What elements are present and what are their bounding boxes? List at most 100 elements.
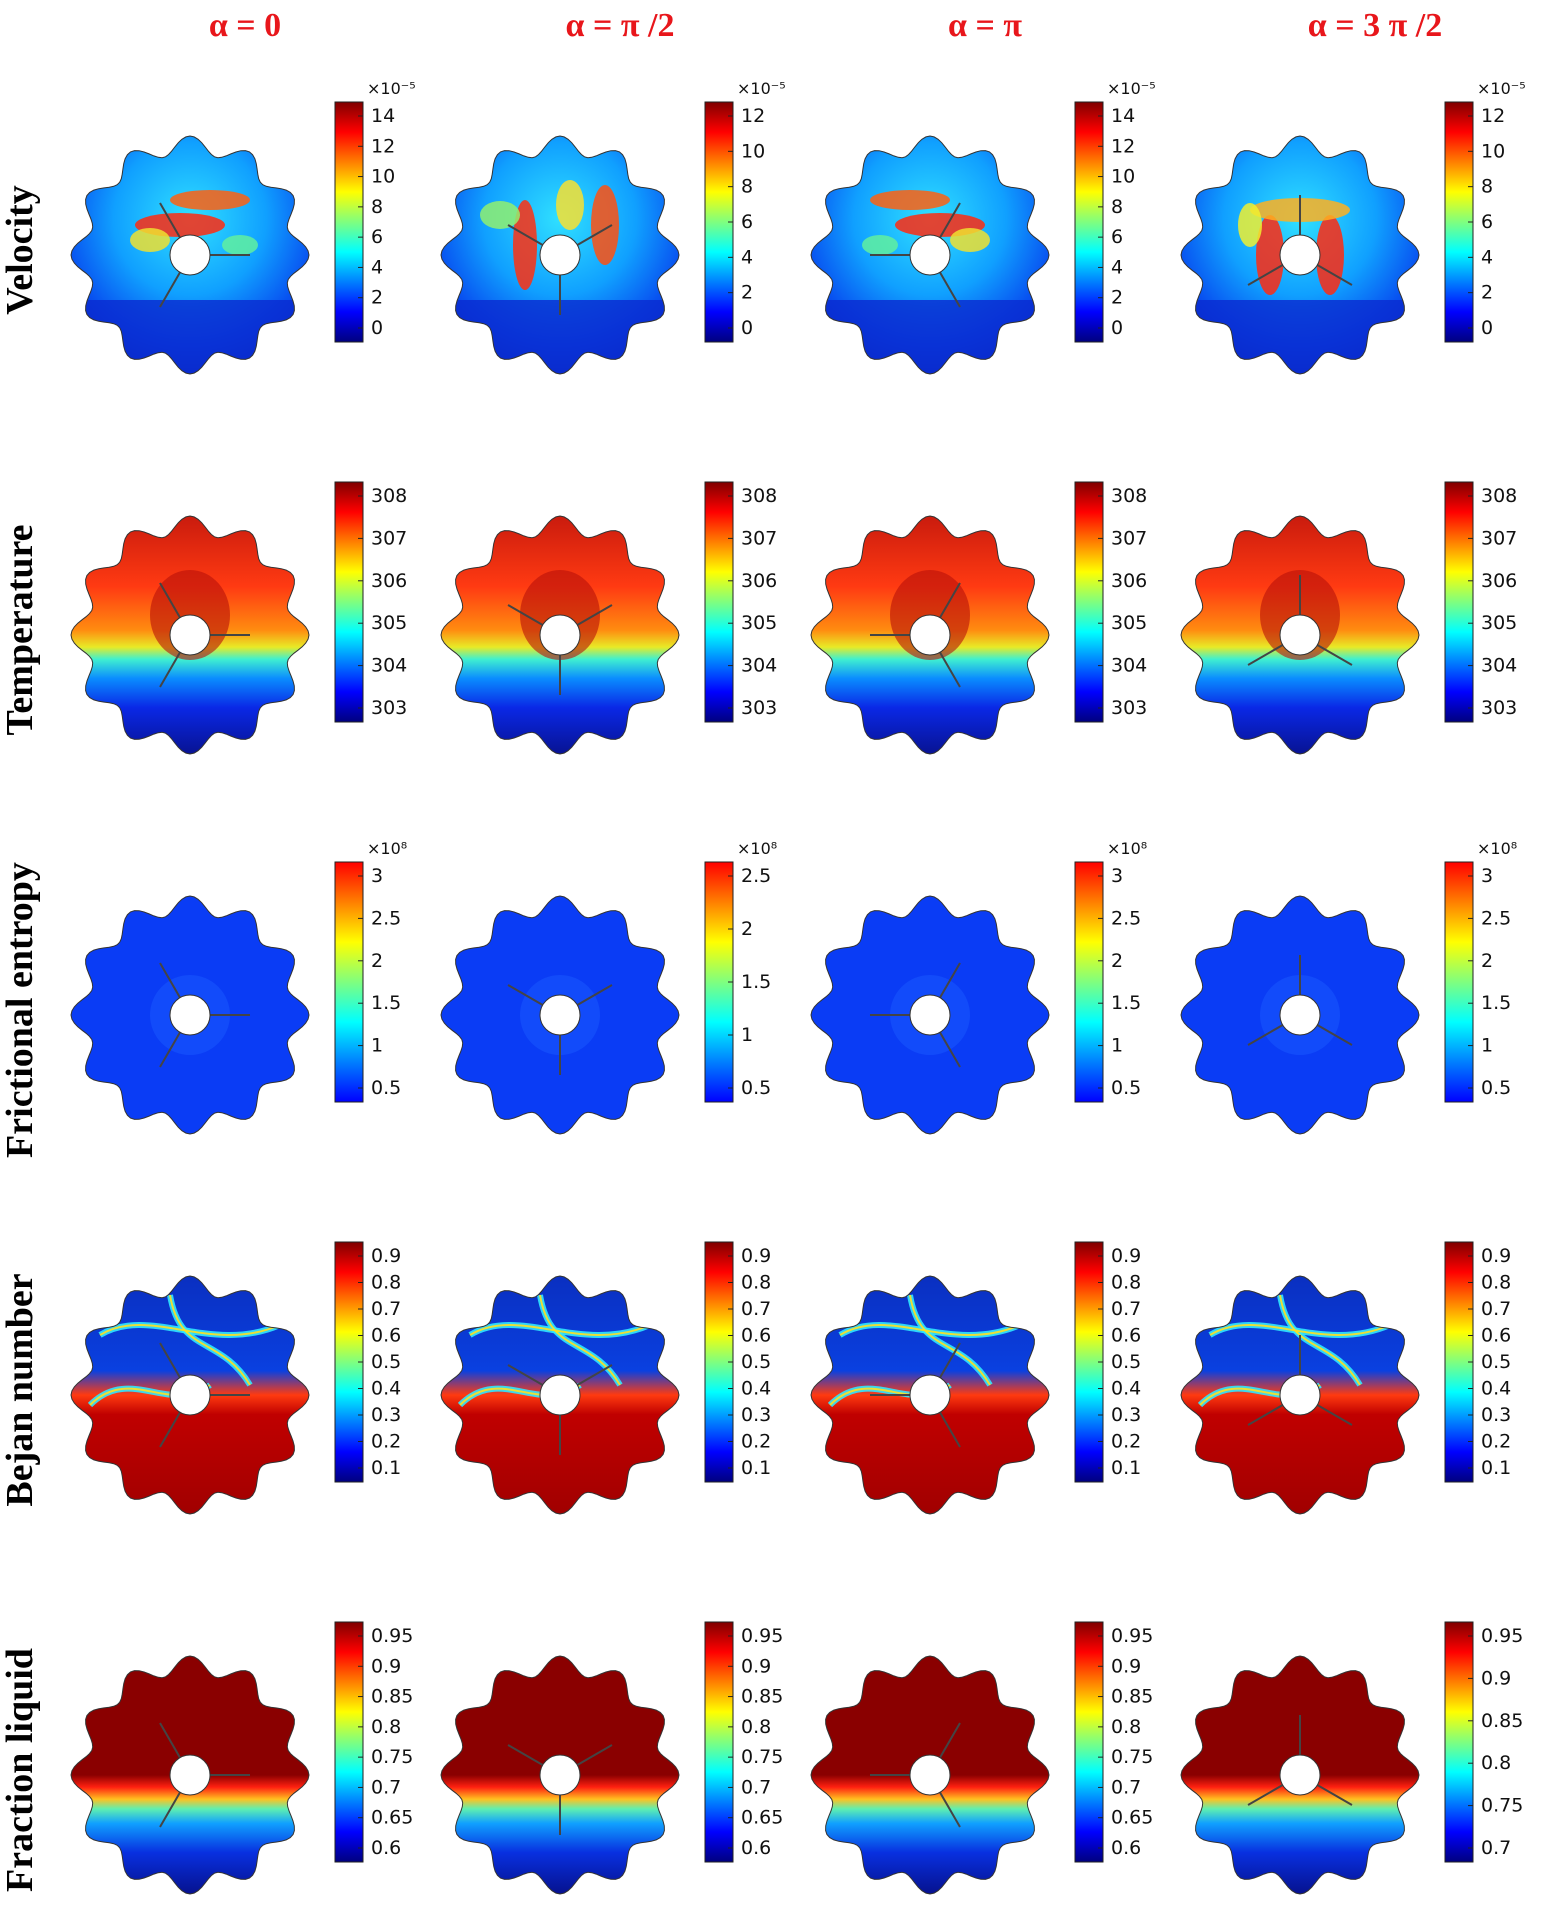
colorbar-multiplier: ×10⁻⁵ [1107,79,1156,98]
inner-cylinder [909,1754,951,1796]
enclosure-outline [1180,895,1420,1135]
colorbar-tick-label: 6 [741,211,753,233]
fin [507,1364,544,1386]
enclosure-outline [810,895,1050,1135]
colorbar-tick-label: 3 [1481,865,1493,887]
panel-temperature-3: 308 307 306 305 304 303 [1180,481,1517,755]
inner-cylinder [169,1754,211,1796]
colorbar-tick-label: 0.9 [1481,1245,1511,1267]
colorbar-tick-label: 2.5 [1111,907,1141,929]
colorbar-tick-label: 0.1 [1111,1457,1141,1479]
colorbar-tick-label: 2 [1111,950,1123,972]
colorbar-tick-label: 0.5 [1481,1351,1511,1373]
colorbar-tick-label: 2.5 [371,907,401,929]
fin [939,1411,961,1448]
fin [159,582,181,619]
colorbar-tick-label: 308 [371,485,407,507]
enclosure-outline [70,1275,310,1515]
colorbar-tick-label: 307 [1111,527,1147,549]
enclosure-outline [440,895,680,1135]
colorbar-tick-label: 0.8 [371,1716,401,1738]
colorbar-tick-label: 0.6 [1481,1325,1511,1347]
colorbar-tick-label: 2.5 [1481,907,1511,929]
enclosure-outline [810,1275,1050,1515]
colorbar-tick-label: 4 [1481,246,1493,268]
row-headers: Velocity Temperature Frictional entropy Bej… [0,185,41,1892]
colorbar: 0.9 0.8 0.7 0.6 0.5 0.4 0.3 0.2 0.1 [704,1241,771,1483]
panel-bejan-1: 0.9 0.8 0.7 0.6 0.5 0.4 0.3 0.2 0.1 [440,1241,771,1515]
colorbar-tick-label: 4 [371,256,383,278]
panel-fraction-0: 0.95 0.9 0.85 0.8 0.75 0.7 0.65 0.6 [70,1621,413,1895]
colorbar-tick-label: 14 [371,105,395,127]
column-header-2: α = π [948,7,1022,44]
colorbar-tick-label: 0.85 [371,1686,413,1708]
fin [507,604,544,626]
colorbar-tick-label: 2 [741,282,753,304]
panel-velocity-2: 14 12 10 8 6 4 2 0 ×10⁻⁵ [810,79,1156,375]
colorbar-tick-label: 1.5 [371,992,401,1014]
colorbar-tick-label: 304 [1111,655,1147,677]
colorbar-tick-label: 0.9 [741,1245,771,1267]
colorbar-tick-label: 8 [741,176,753,198]
colorbar-tick-label: 0.1 [371,1457,401,1479]
colorbar-tick-label: 303 [1481,697,1517,719]
fin [939,1031,961,1068]
fin [159,1342,181,1379]
row-header-temperature: Temperature [0,524,41,735]
colorbar-tick-label: 0.8 [741,1716,771,1738]
inner-cylinder [539,1754,581,1796]
inner-cylinder [1279,234,1321,276]
colorbar-tick-label: 0 [371,317,383,339]
inner-cylinder [1279,1374,1321,1416]
enclosure-outline [1180,515,1420,755]
inner-cylinder [909,994,951,1036]
colorbar-tick-label: 0.7 [1481,1298,1511,1320]
colorbar-tick-label: 0.7 [371,1298,401,1320]
colorbar-tick-label: 3 [371,865,383,887]
colorbar: 308 307 306 305 304 303 [704,481,777,723]
colorbar-tick-label: 0.3 [741,1404,771,1426]
colorbar-tick-label: 6 [1481,211,1493,233]
colorbar-tick-label: 12 [741,105,765,127]
fin [576,604,613,626]
colorbar-tick-label: 1 [1111,1035,1123,1057]
colorbar-tick-label: 0.65 [371,1807,413,1829]
panel-fraction-2: 0.95 0.9 0.85 0.8 0.75 0.7 0.65 0.6 [810,1621,1153,1895]
colorbar-tick-label: 1 [1481,1035,1493,1057]
panel-velocity-0: 14 12 10 8 6 4 2 0 ×10⁻⁵ [70,79,416,375]
colorbar-tick-label: 305 [371,612,407,634]
panel-fraction-3: 0.95 0.9 0.85 0.8 0.75 0.7 [1180,1621,1523,1895]
colorbar-tick-label: 0.8 [371,1272,401,1294]
fin [939,271,961,308]
colorbar: 308 307 306 305 304 303 [334,481,407,723]
fin [507,1744,544,1766]
fin [939,1342,961,1379]
inner-cylinder [169,1374,211,1416]
enclosure-outline [1180,135,1420,375]
colorbar-tick-label: 0.95 [371,1625,413,1647]
row-header-bejan: Bejan number [0,1273,41,1506]
colorbar-tick-label: 0.7 [1111,1298,1141,1320]
fin [159,1031,181,1068]
enclosure-outline [70,515,310,755]
colorbar-tick-label: 0.6 [1111,1325,1141,1347]
colorbar-tick-label: 1.5 [1111,992,1141,1014]
colorbar-tick-label: 4 [1111,256,1123,278]
colorbar-tick-label: 304 [741,655,777,677]
enclosure-outline [1180,1275,1420,1515]
row-header-fraction: Fraction liquid [0,1648,41,1892]
colorbar-tick-label: 0.95 [1481,1625,1523,1647]
colorbar-tick-label: 0.85 [1111,1686,1153,1708]
colorbar-tick-label: 0.2 [741,1431,771,1453]
enclosure-outline [70,1655,310,1895]
colorbar: 0.9 0.8 0.7 0.6 0.5 0.4 0.3 0.2 0.1 [1074,1241,1141,1483]
inner-cylinder [539,614,581,656]
colorbar-tick-label: 8 [371,196,383,218]
panel-velocity-1: 12 10 8 6 4 2 0 ×10⁻⁵ [440,79,786,375]
colorbar-tick-label: 305 [741,612,777,634]
fin [939,1791,961,1828]
colorbar-tick-label: 0.95 [1111,1625,1153,1647]
enclosure-outline [810,515,1050,755]
colorbar-tick-label: 308 [1111,485,1147,507]
colorbar-tick-label: 0.7 [1111,1776,1141,1798]
